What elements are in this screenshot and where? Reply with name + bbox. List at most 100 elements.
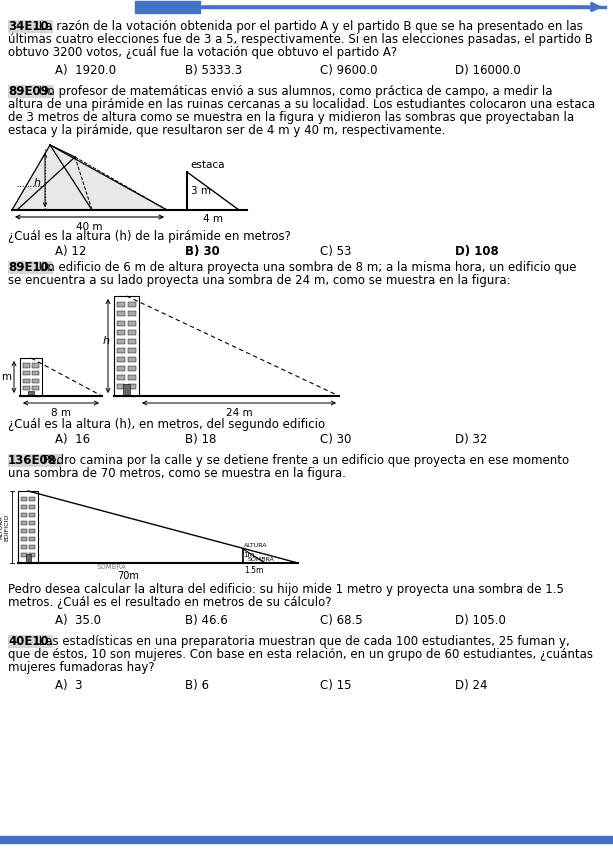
Text: A) 12: A) 12 <box>55 245 86 258</box>
Text: SOMBRA: SOMBRA <box>248 557 275 562</box>
Text: últimas cuatro elecciones fue de 3 a 5, respectivamente. Si en las elecciones pa: últimas cuatro elecciones fue de 3 a 5, … <box>8 33 593 46</box>
Text: 24 m: 24 m <box>226 408 253 418</box>
Bar <box>29 505 36 509</box>
Text: que de éstos, 10 son mujeres. Con base en esta relación, en un grupo de 60 estud: que de éstos, 10 son mujeres. Con base e… <box>8 648 593 661</box>
Bar <box>117 311 125 316</box>
Bar <box>128 303 135 308</box>
Text: C) 30: C) 30 <box>320 433 351 446</box>
Text: 70m: 70m <box>117 571 139 581</box>
Bar <box>20 358 42 396</box>
Text: C) 15: C) 15 <box>320 679 351 692</box>
Bar <box>21 505 27 509</box>
Bar <box>21 520 27 525</box>
Text: 40E10.: 40E10. <box>8 635 53 648</box>
Bar <box>29 513 36 517</box>
Bar <box>128 348 135 353</box>
Text: altura de una pirámide en las ruinas cercanas a su localidad. Los estudiantes co: altura de una pirámide en las ruinas cer… <box>8 98 595 111</box>
Text: obtuvo 3200 votos, ¿cuál fue la votación que obtuvo el partido A?: obtuvo 3200 votos, ¿cuál fue la votación… <box>8 46 397 59</box>
Text: C) 9600.0: C) 9600.0 <box>320 64 378 77</box>
Text: estaca: estaca <box>190 160 224 170</box>
Text: La razón de la votación obtenida por el partido A y el partido B que se ha prese: La razón de la votación obtenida por el … <box>34 20 582 33</box>
Bar <box>128 366 135 371</box>
Text: A)  35.0: A) 35.0 <box>55 614 101 627</box>
Text: D) 105.0: D) 105.0 <box>455 614 506 627</box>
Text: Pedro camina por la calle y se detiene frente a un edificio que proyecta en ese : Pedro camina por la calle y se detiene f… <box>39 454 569 467</box>
Text: D) 32: D) 32 <box>455 433 487 446</box>
Bar <box>117 384 125 389</box>
Text: ALTURA: ALTURA <box>244 543 267 548</box>
Text: se encuentra a su lado proyecta una sombra de 24 m, como se muestra en la figura: se encuentra a su lado proyecta una somb… <box>8 274 511 287</box>
Bar <box>29 545 36 549</box>
Bar <box>128 339 135 343</box>
Bar <box>21 536 27 541</box>
Bar <box>23 371 29 375</box>
Text: 34E10.: 34E10. <box>8 20 53 33</box>
Text: Un edificio de 6 m de altura proyecta una sombra de 8 m; a la misma hora, un edi: Un edificio de 6 m de altura proyecta un… <box>34 261 576 274</box>
Bar <box>117 339 125 343</box>
Text: ¿Cuál es la altura (h), en metros, del segundo edificio: ¿Cuál es la altura (h), en metros, del s… <box>8 418 325 431</box>
Bar <box>32 378 39 382</box>
Text: ¿Cuál es la altura (h) de la pirámide en metros?: ¿Cuál es la altura (h) de la pirámide en… <box>8 230 291 243</box>
Text: Pedro desea calcular la altura del edificio: su hijo mide 1 metro y proyecta una: Pedro desea calcular la altura del edifi… <box>8 583 564 596</box>
Bar <box>32 371 39 375</box>
Bar <box>29 536 36 541</box>
Bar <box>117 357 125 362</box>
Bar <box>128 357 135 362</box>
Bar <box>128 384 135 389</box>
Text: D) 16000.0: D) 16000.0 <box>455 64 521 77</box>
Text: ALTURA
EDIFICIO: ALTURA EDIFICIO <box>0 513 9 541</box>
Bar <box>123 384 129 396</box>
Bar <box>21 552 27 557</box>
Bar <box>117 330 125 335</box>
Text: B) 18: B) 18 <box>185 433 216 446</box>
Bar <box>128 311 135 316</box>
Text: SOMBRA: SOMBRA <box>96 564 126 570</box>
Bar <box>114 296 139 396</box>
Text: h: h <box>34 178 41 188</box>
Bar <box>29 520 36 525</box>
Bar <box>117 348 125 353</box>
Bar <box>28 392 34 396</box>
Text: una sombra de 70 metros, como se muestra en la figura.: una sombra de 70 metros, como se muestra… <box>8 467 346 480</box>
Bar <box>29 552 36 557</box>
Text: C) 68.5: C) 68.5 <box>320 614 363 627</box>
Bar <box>32 363 39 367</box>
Text: A)  16: A) 16 <box>55 433 90 446</box>
Bar <box>29 529 36 533</box>
Bar <box>21 529 27 533</box>
Bar <box>21 513 27 517</box>
Bar <box>29 496 36 501</box>
Bar <box>117 375 125 380</box>
Text: 3 m: 3 m <box>191 186 211 196</box>
Text: 8 m: 8 m <box>51 408 71 418</box>
Text: C) 53: C) 53 <box>320 245 351 258</box>
Bar <box>128 330 135 335</box>
Text: 89E09.: 89E09. <box>8 85 53 98</box>
Bar <box>23 386 29 390</box>
Bar <box>21 545 27 549</box>
Text: mujeres fumadoras hay?: mujeres fumadoras hay? <box>8 661 154 674</box>
Text: 136E08.: 136E08. <box>8 454 61 467</box>
Text: B) 6: B) 6 <box>185 679 209 692</box>
Text: B) 46.6: B) 46.6 <box>185 614 228 627</box>
Bar <box>26 554 31 563</box>
Text: 1.5m: 1.5m <box>245 566 264 575</box>
Text: Un profesor de matemáticas envió a sus alumnos, como práctica de campo, a medir : Un profesor de matemáticas envió a sus a… <box>34 85 552 98</box>
Polygon shape <box>135 1 200 13</box>
Polygon shape <box>12 145 167 210</box>
Text: estaca y la pirámide, que resultaron ser de 4 m y 40 m, respectivamente.: estaca y la pirámide, que resultaron ser… <box>8 124 446 137</box>
Bar <box>23 378 29 382</box>
Text: D) 24: D) 24 <box>455 679 487 692</box>
Text: 40 m: 40 m <box>76 222 103 232</box>
Text: D) 108: D) 108 <box>455 245 499 258</box>
Bar <box>117 303 125 308</box>
Text: metros. ¿Cuál es el resultado en metros de su cálculo?: metros. ¿Cuál es el resultado en metros … <box>8 596 332 609</box>
Text: A)  1920.0: A) 1920.0 <box>55 64 116 77</box>
Text: A)  3: A) 3 <box>55 679 83 692</box>
Text: 1m: 1m <box>243 552 254 558</box>
Text: 89E10.: 89E10. <box>8 261 53 274</box>
Bar <box>128 375 135 380</box>
Bar <box>21 496 27 501</box>
Text: B) 5333.3: B) 5333.3 <box>185 64 242 77</box>
Text: 6 m: 6 m <box>0 372 12 382</box>
